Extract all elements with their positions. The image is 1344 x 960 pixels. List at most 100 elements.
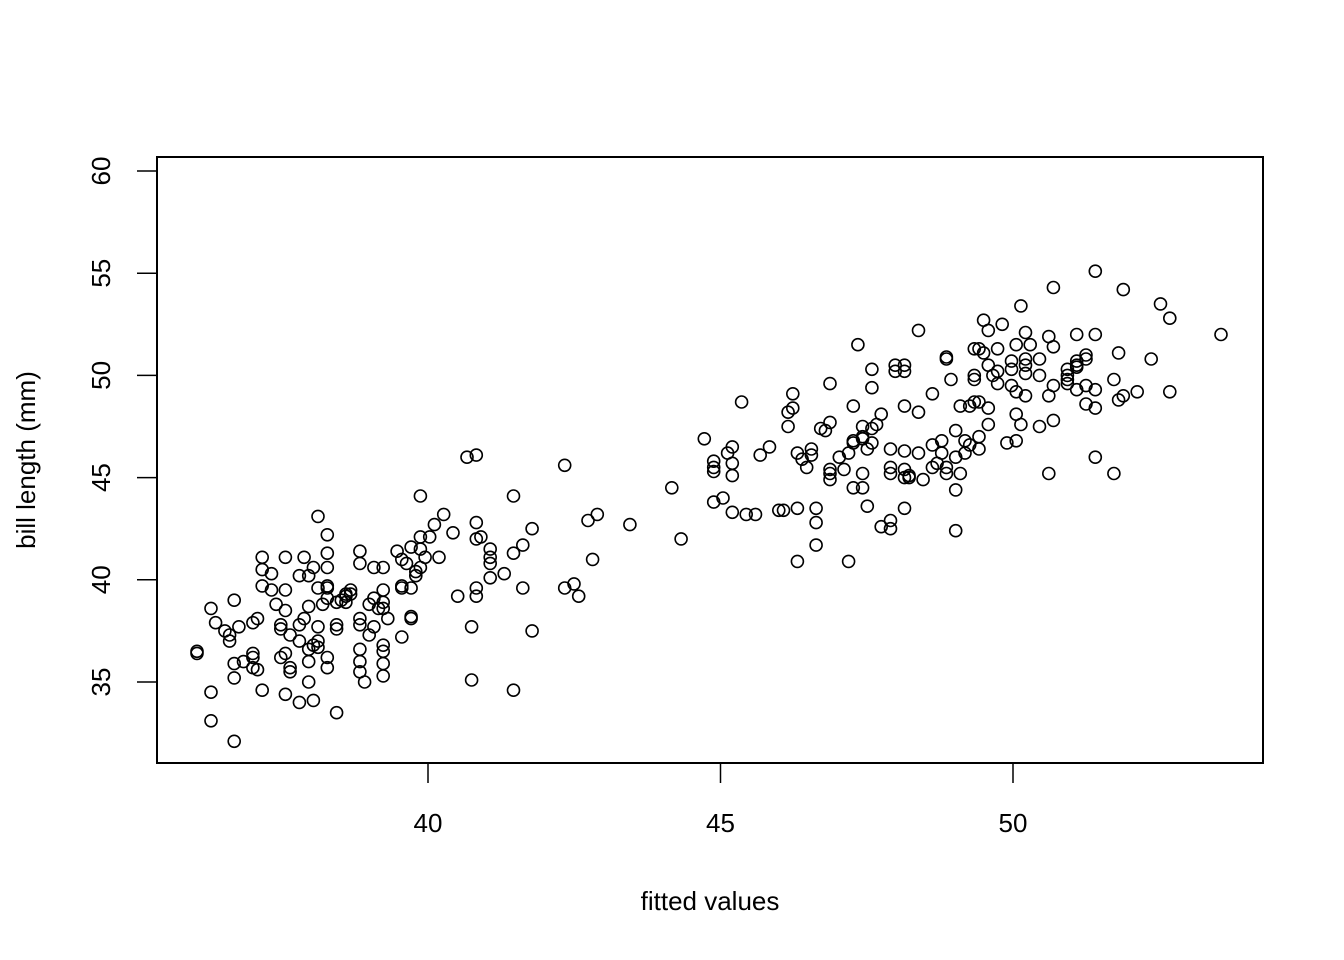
data-point bbox=[311, 581, 325, 595]
data-point bbox=[790, 501, 805, 516]
data-point bbox=[1088, 264, 1103, 279]
data-point bbox=[1088, 382, 1103, 397]
y-tick-label: 45 bbox=[86, 463, 116, 492]
data-point bbox=[1018, 358, 1033, 373]
data-point bbox=[874, 407, 889, 422]
data-point bbox=[925, 386, 940, 401]
data-point bbox=[450, 589, 465, 604]
data-point bbox=[306, 693, 321, 708]
data-point bbox=[781, 419, 795, 434]
data-point bbox=[432, 550, 446, 565]
data-point bbox=[674, 532, 688, 546]
data-point bbox=[1046, 413, 1061, 428]
data-point bbox=[590, 507, 605, 522]
x-axis-title: fitted values bbox=[641, 886, 780, 916]
data-point bbox=[362, 628, 377, 642]
data-point bbox=[427, 517, 442, 532]
plot-frame bbox=[156, 156, 1264, 764]
data-point bbox=[883, 442, 898, 456]
data-point bbox=[1163, 384, 1177, 399]
data-point bbox=[981, 323, 996, 338]
data-point bbox=[227, 593, 241, 608]
data-point bbox=[1014, 299, 1028, 313]
data-point bbox=[897, 501, 912, 516]
data-point bbox=[623, 517, 637, 532]
data-point bbox=[353, 544, 367, 559]
data-point bbox=[301, 675, 316, 689]
data-point bbox=[865, 421, 879, 436]
data-point bbox=[1144, 352, 1158, 366]
data-point bbox=[320, 650, 335, 665]
data-point bbox=[376, 656, 391, 671]
data-point bbox=[404, 581, 418, 595]
data-point bbox=[320, 581, 335, 595]
data-point bbox=[1004, 362, 1019, 377]
data-point bbox=[376, 560, 391, 575]
data-point bbox=[1069, 354, 1084, 368]
data-point bbox=[823, 472, 837, 487]
data-point bbox=[329, 705, 344, 720]
data-point bbox=[972, 395, 986, 409]
y-tick-label: 55 bbox=[86, 259, 116, 288]
data-point bbox=[567, 577, 581, 591]
data-point bbox=[204, 713, 218, 728]
data-point bbox=[948, 483, 963, 497]
data-point bbox=[1018, 352, 1033, 366]
data-point bbox=[855, 480, 870, 495]
data-point bbox=[278, 550, 293, 565]
data-point bbox=[399, 556, 414, 571]
data-point bbox=[939, 352, 954, 366]
data-point bbox=[976, 346, 991, 360]
data-point bbox=[1069, 327, 1084, 342]
data-point bbox=[311, 619, 325, 634]
data-point bbox=[292, 695, 307, 710]
data-point bbox=[222, 628, 237, 642]
data-point bbox=[422, 530, 437, 544]
data-point bbox=[273, 650, 288, 665]
data-point bbox=[208, 615, 223, 630]
data-point bbox=[725, 505, 740, 520]
data-point bbox=[283, 628, 297, 642]
data-point bbox=[1107, 372, 1121, 387]
data-point bbox=[357, 675, 372, 689]
data-point bbox=[353, 611, 367, 626]
y-tick-label: 50 bbox=[86, 361, 116, 390]
data-point bbox=[320, 660, 335, 675]
data-point bbox=[227, 656, 241, 671]
data-point bbox=[190, 646, 204, 661]
data-point bbox=[557, 458, 572, 473]
data-point bbox=[394, 630, 409, 644]
y-axis-title: bill length (mm) bbox=[11, 371, 41, 549]
data-point bbox=[255, 683, 270, 698]
data-point bbox=[483, 570, 498, 585]
data-point bbox=[916, 472, 930, 487]
data-point bbox=[394, 581, 409, 595]
data-point bbox=[897, 444, 912, 458]
data-point bbox=[376, 595, 391, 610]
data-point bbox=[311, 634, 325, 648]
data-point bbox=[925, 460, 940, 475]
data-point bbox=[990, 341, 1005, 356]
data-point bbox=[301, 568, 316, 583]
data-point bbox=[967, 368, 982, 383]
data-point bbox=[1004, 354, 1019, 368]
data-point bbox=[483, 550, 498, 565]
data-point bbox=[222, 634, 237, 648]
data-point bbox=[883, 513, 898, 528]
data-point bbox=[264, 583, 279, 597]
data-point bbox=[1032, 368, 1047, 383]
data-point bbox=[227, 671, 241, 685]
data-point bbox=[967, 395, 982, 409]
data-point bbox=[1032, 352, 1047, 366]
data-point bbox=[255, 550, 270, 565]
data-point bbox=[525, 624, 539, 638]
data-point bbox=[762, 440, 777, 454]
data-point bbox=[823, 376, 837, 391]
data-point bbox=[283, 664, 297, 679]
data-point bbox=[883, 466, 898, 481]
data-point bbox=[353, 642, 367, 657]
data-point bbox=[232, 619, 246, 634]
data-point bbox=[204, 601, 218, 616]
data-point bbox=[781, 405, 795, 420]
data-point bbox=[246, 646, 260, 661]
